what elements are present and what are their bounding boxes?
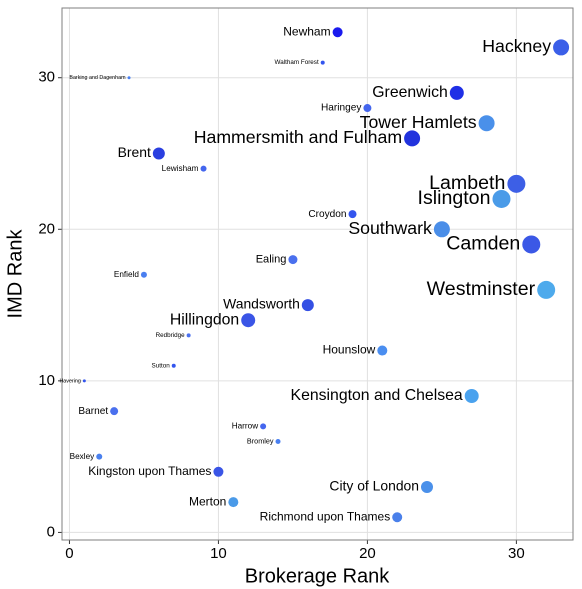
point-label: Merton xyxy=(189,494,226,508)
point xyxy=(492,189,511,208)
point xyxy=(348,210,357,219)
point-label: Redbridge xyxy=(156,332,186,339)
point xyxy=(171,363,176,368)
x-tick-label: 10 xyxy=(210,545,227,562)
point-label: Lewisham xyxy=(162,164,199,173)
point-label: Havering xyxy=(59,378,80,384)
point xyxy=(127,76,131,80)
point-label: Hillingdon xyxy=(170,311,239,328)
point xyxy=(537,280,556,299)
panel xyxy=(62,8,573,540)
point xyxy=(332,27,343,38)
y-tick-label: 30 xyxy=(38,69,55,86)
point-label: Croydon xyxy=(308,209,346,220)
point xyxy=(213,466,224,477)
point-label: Bexley xyxy=(70,452,95,461)
x-tick-label: 0 xyxy=(65,545,73,562)
point xyxy=(433,221,450,238)
x-tick-label: 20 xyxy=(359,545,376,562)
point xyxy=(320,60,325,65)
point-label: Richmond upon Thames xyxy=(260,509,391,523)
point xyxy=(449,85,464,100)
point-label: Hackney xyxy=(482,36,551,56)
point-label: Tower Hamlets xyxy=(360,112,477,132)
point-label: Wandsworth xyxy=(223,296,300,312)
point-label: City of London xyxy=(329,478,419,494)
x-tick-label: 30 xyxy=(508,545,525,562)
x-axis-title: Brokerage Rank xyxy=(245,565,391,587)
point-label: Haringey xyxy=(321,103,362,114)
point xyxy=(275,438,281,444)
point xyxy=(140,271,147,278)
panel-border xyxy=(61,7,574,541)
point-label: Barnet xyxy=(78,406,108,417)
y-axis-title: IMD Rank xyxy=(4,229,26,319)
point-label: Barking and Dagenham xyxy=(69,75,126,81)
y-tick-label: 10 xyxy=(38,372,55,389)
point xyxy=(260,423,267,430)
point-label: Brent xyxy=(118,144,151,160)
point xyxy=(200,165,207,172)
point xyxy=(82,379,86,383)
point xyxy=(478,115,495,132)
point xyxy=(363,104,372,113)
point xyxy=(464,389,479,404)
point-label: Ealing xyxy=(256,254,287,266)
point-label: Westminster xyxy=(427,278,536,300)
point xyxy=(228,497,239,508)
point xyxy=(110,407,119,416)
point xyxy=(392,512,403,523)
point-label: Enfield xyxy=(114,270,139,279)
point-label: Hammersmith and Fulham xyxy=(194,127,402,147)
point-label: Camden xyxy=(446,233,520,255)
point xyxy=(241,313,256,328)
point xyxy=(152,147,165,160)
point xyxy=(404,130,421,147)
point xyxy=(421,480,433,493)
point-label: Bromley xyxy=(247,436,274,445)
y-tick-label: 0 xyxy=(47,523,55,540)
point-label: Lambeth xyxy=(429,172,505,194)
point-label: Harrow xyxy=(232,421,258,430)
point xyxy=(186,333,191,338)
point-label: Islington xyxy=(418,187,491,209)
point-label: Waltham Forest xyxy=(274,59,318,66)
point-label: Greenwich xyxy=(372,84,448,101)
point-label: Hounslow xyxy=(323,343,376,357)
point xyxy=(553,39,570,56)
point xyxy=(507,174,526,193)
point-label: Newham xyxy=(283,24,330,38)
y-tick-label: 20 xyxy=(38,220,55,237)
point xyxy=(288,255,298,265)
point-label: Kingston upon Thames xyxy=(88,464,211,478)
point xyxy=(301,299,314,312)
point xyxy=(522,235,541,254)
point xyxy=(96,453,103,460)
point-label: Southwark xyxy=(348,218,432,238)
point xyxy=(377,345,388,356)
point-label: Sutton xyxy=(152,362,171,369)
point-label: Kensington and Chelsea xyxy=(291,387,463,404)
